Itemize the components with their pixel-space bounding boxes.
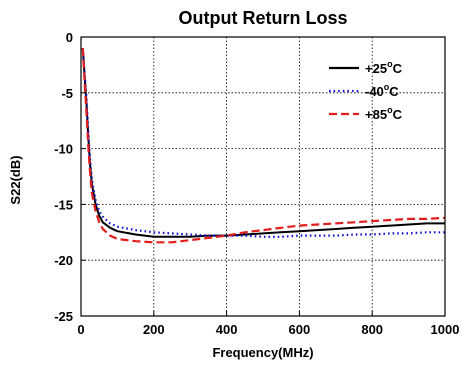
y-tick-label: 0: [66, 30, 73, 45]
chart-title: Output Return Loss: [179, 8, 348, 28]
legend-unit: C: [393, 61, 403, 76]
legend-label-0: +25oC: [365, 59, 403, 76]
y-tick-label: -5: [61, 86, 73, 101]
legend-degree: o: [387, 59, 393, 69]
legend-unit: C: [389, 84, 399, 99]
series-line-0: [81, 48, 445, 238]
series-line-1: [81, 48, 445, 238]
x-tick-label: 200: [143, 322, 165, 337]
series-line-2: [81, 48, 446, 244]
legend-name: +25: [365, 61, 387, 76]
legend-label-1: -40oC: [365, 82, 399, 99]
legend-label-2: +85oC: [365, 105, 403, 122]
legend-degree: o: [387, 105, 393, 115]
legend-name: -40: [365, 84, 384, 99]
axis-ticks: 0 200 400 600 800 1000 0 -5 -10 -15 -20 -25: [54, 30, 459, 337]
grid-lines: [81, 37, 445, 316]
y-tick-label: -10: [54, 142, 73, 157]
legend-name: +85: [365, 107, 387, 122]
series-group: [81, 48, 446, 244]
y-tick-label: -25: [54, 309, 73, 324]
x-tick-label: 600: [289, 322, 311, 337]
x-tick-label: 1000: [431, 322, 460, 337]
legend-degree: o: [384, 82, 390, 92]
legend-unit: C: [393, 107, 403, 122]
y-axis-label: S22(dB): [8, 155, 23, 204]
x-tick-label: 0: [77, 322, 84, 337]
y-tick-label: -20: [54, 253, 73, 268]
plot-frame: [80, 36, 446, 317]
x-axis-label: Frequency(MHz): [212, 345, 313, 360]
x-tick-label: 400: [216, 322, 238, 337]
legend: +25oC-40oC+85oC: [329, 59, 403, 122]
x-tick-label: 800: [361, 322, 383, 337]
y-tick-label: -15: [54, 197, 73, 212]
